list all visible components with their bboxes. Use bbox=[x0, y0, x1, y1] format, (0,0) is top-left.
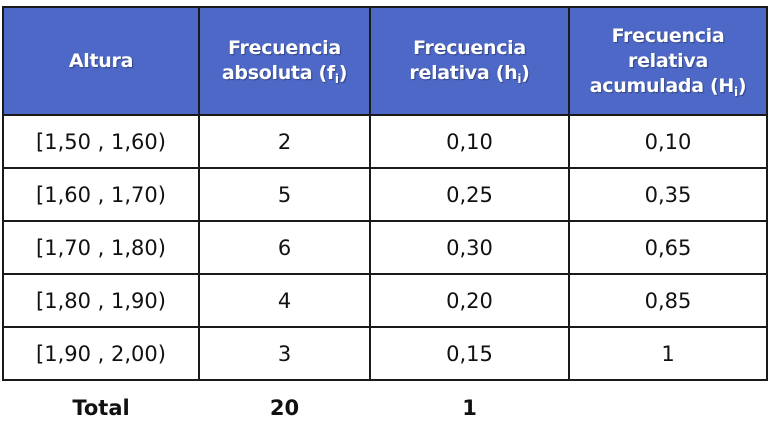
cell-frecuencia-acumulada: 0,65 bbox=[568, 220, 768, 275]
cell-frecuencia-relativa: 0,25 bbox=[369, 167, 570, 222]
cell-frecuencia-acumulada: 1 bbox=[568, 326, 768, 381]
cell-frecuencia-absoluta: 4 bbox=[198, 273, 371, 328]
cell-frecuencia-absoluta: 5 bbox=[198, 167, 371, 222]
frequency-table-container: Altura Frecuencia absoluta (fi) Frecuenc… bbox=[2, 6, 768, 435]
cell-frecuencia-relativa: 0,15 bbox=[369, 326, 570, 381]
header-altura: Altura bbox=[2, 6, 200, 116]
table-row: [1,80 , 1,90) 4 0,20 0,85 bbox=[2, 273, 768, 328]
total-cumulative bbox=[569, 380, 767, 435]
total-row: Total 20 1 bbox=[3, 380, 767, 435]
header-frecuencia-relativa: Frecuencia relativa (hi) bbox=[369, 6, 570, 116]
table-row: [1,50 , 1,60) 2 0,10 0,10 bbox=[2, 114, 768, 169]
cell-altura: [1,80 , 1,90) bbox=[2, 273, 200, 328]
cell-frecuencia-relativa: 0,30 bbox=[369, 220, 570, 275]
table-row: [1,90 , 2,00) 3 0,15 1 bbox=[2, 326, 768, 381]
cell-frecuencia-relativa: 0,20 bbox=[369, 273, 570, 328]
cell-frecuencia-acumulada: 0,35 bbox=[568, 167, 768, 222]
cell-frecuencia-absoluta: 3 bbox=[198, 326, 371, 381]
cell-frecuencia-relativa: 0,10 bbox=[369, 114, 570, 169]
cell-frecuencia-absoluta: 2 bbox=[198, 114, 371, 169]
table-row: [1,60 , 1,70) 5 0,25 0,35 bbox=[2, 167, 768, 222]
cell-altura: [1,50 , 1,60) bbox=[2, 114, 200, 169]
cell-altura: [1,70 , 1,80) bbox=[2, 220, 200, 275]
cell-frecuencia-acumulada: 0,10 bbox=[568, 114, 768, 169]
cell-altura: [1,90 , 2,00) bbox=[2, 326, 200, 381]
frequency-table: Altura Frecuencia absoluta (fi) Frecuenc… bbox=[2, 6, 768, 435]
header-frecuencia-relativa-acumulada: Frecuencia relativa acumulada (Hi) bbox=[568, 6, 768, 116]
total-relative: 1 bbox=[462, 396, 477, 420]
table-header-row: Altura Frecuencia absoluta (fi) Frecuenc… bbox=[2, 6, 768, 116]
cell-frecuencia-absoluta: 6 bbox=[198, 220, 371, 275]
table-row: [1,70 , 1,80) 6 0,30 0,65 bbox=[2, 220, 768, 275]
total-absolute: 20 bbox=[269, 396, 300, 420]
total-label: Total bbox=[72, 396, 130, 420]
cell-altura: [1,60 , 1,70) bbox=[2, 167, 200, 222]
cell-frecuencia-acumulada: 0,85 bbox=[568, 273, 768, 328]
header-frecuencia-absoluta: Frecuencia absoluta (fi) bbox=[198, 6, 371, 116]
